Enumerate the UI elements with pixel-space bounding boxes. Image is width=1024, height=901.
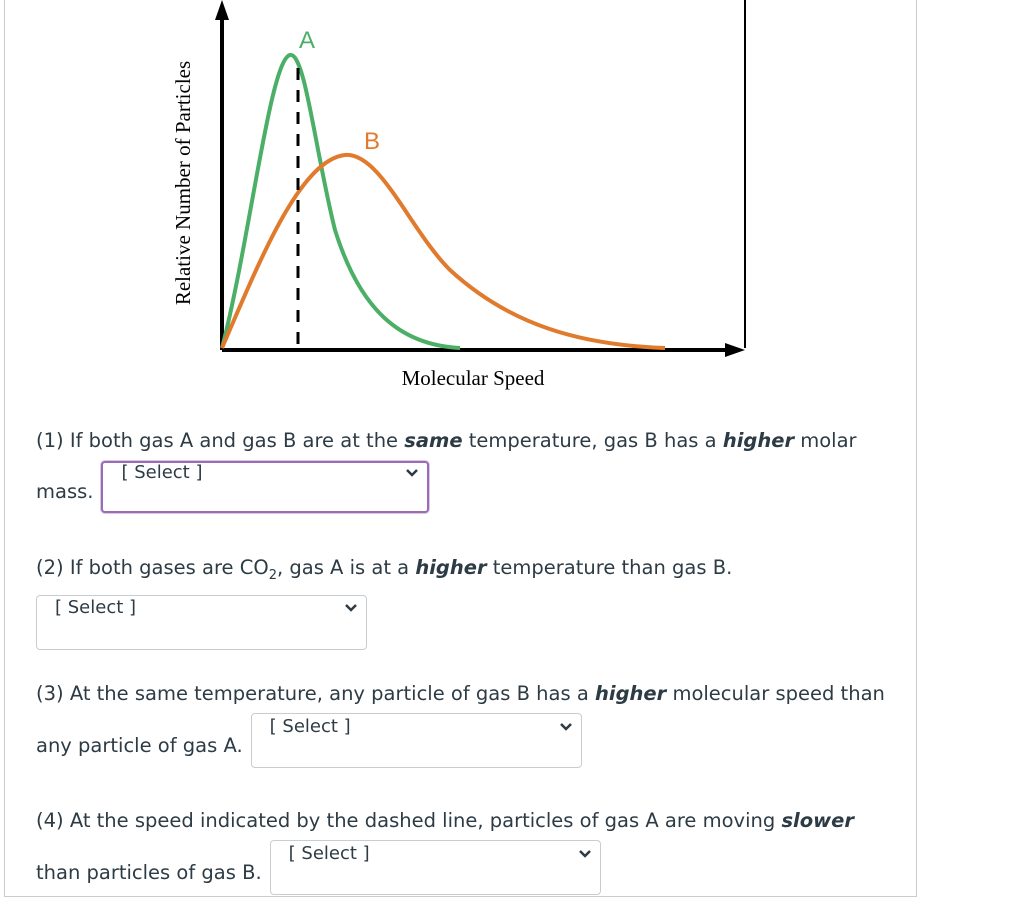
x-axis-arrow (725, 343, 745, 357)
subscript: 2 (268, 567, 277, 583)
emphasis: higher (722, 429, 795, 452)
x-axis-label: Molecular Speed (402, 366, 545, 390)
select-placeholder: [ Select ] (121, 461, 203, 483)
emphasis: same (404, 429, 463, 452)
speed-distribution-figure: A B Relative Number of Particles Molecul… (171, 0, 746, 390)
question: (3) At the same temperature, any particl… (36, 668, 896, 774)
chevron (406, 468, 419, 477)
y-axis-label: Relative Number of Particles (171, 61, 195, 305)
emphasis: higher (595, 682, 667, 705)
question-text: temperature than gas B. (486, 556, 733, 579)
question: (4) At the speed indicated by the dashed… (36, 795, 896, 901)
answer-select[interactable]: [ Select ] (101, 460, 430, 513)
question-text: than particles of gas B. (36, 861, 262, 884)
curve-b (220, 152, 666, 350)
question-text: (2) If both gases are CO (36, 556, 269, 579)
select-placeholder: [ Select ] (269, 715, 351, 737)
question-text: molar mass. (36, 429, 857, 503)
answer-select[interactable]: [ Select ] (250, 713, 582, 768)
emphasis: slower (781, 809, 854, 832)
chevron (559, 722, 572, 731)
curve-a (220, 53, 461, 350)
y-axis-arrow (215, 0, 229, 20)
question-text: , gas A is at a (276, 556, 416, 579)
question: (1) If both gas A and gas B are at the s… (36, 415, 896, 519)
question-text: molecular speed than any particle of gas… (36, 682, 885, 757)
chevron (578, 849, 591, 858)
question: (2) If both gases are CO2, gas A is at a… (36, 542, 896, 656)
question-text: (1) If both gas A and gas B are at the (36, 429, 405, 452)
curve-b-label: B (364, 128, 380, 155)
emphasis: higher (415, 556, 487, 579)
curve-a-label: A (299, 27, 315, 54)
answer-select[interactable]: [ Select ] (36, 594, 367, 650)
select-placeholder: [ Select ] (288, 842, 370, 864)
question-text: temperature, gas B has a (462, 429, 723, 452)
chevron (345, 604, 357, 613)
select-placeholder: [ Select ] (55, 597, 137, 619)
quiz-panel (4, 0, 917, 897)
answer-select[interactable]: [ Select ] (269, 840, 601, 895)
question-text: (4) At the speed indicated by the dashed… (36, 809, 782, 832)
question-text: (3) At the same temperature, any particl… (36, 682, 595, 705)
